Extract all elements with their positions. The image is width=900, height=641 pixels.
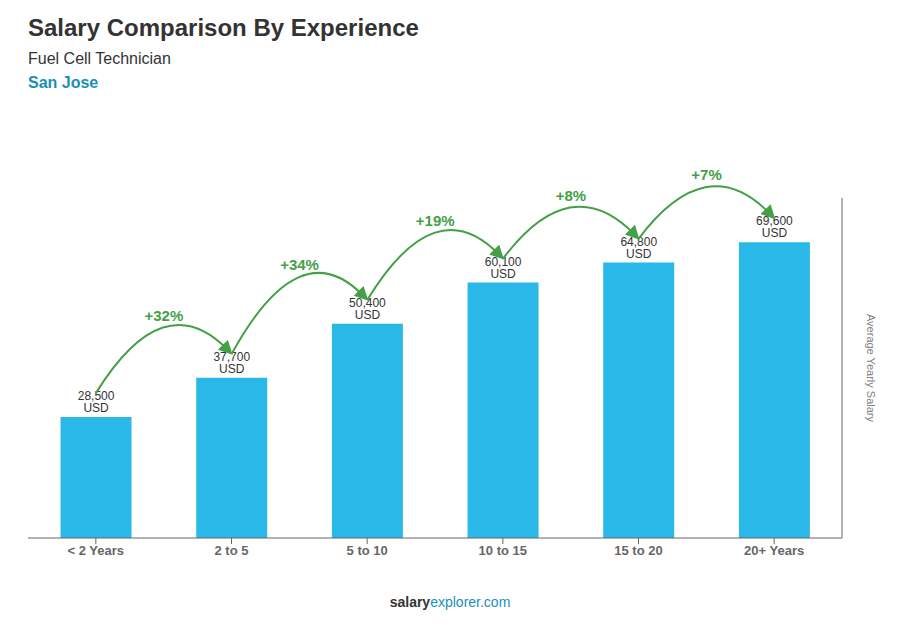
html-text:USD: USD — [490, 266, 516, 281]
html-text:60,100: 60,100 — [484, 254, 522, 269]
svg-text:+8%: +8% — [556, 187, 586, 204]
html-text:salary explorer.com: salary explorer.com — [389, 594, 511, 610]
html-text:USD: USD — [626, 246, 652, 261]
svg-text:+7%: +7% — [691, 166, 721, 183]
svg-text:Average Yearly Salary: Average Yearly Salary — [865, 314, 877, 423]
html-text:Salary Comparison By Experienc: Salary Comparison By Experience — [28, 14, 419, 41]
html-text:USD: USD — [354, 307, 381, 322]
html-text:28,500: 28,500 — [77, 388, 115, 403]
svg-text:2 to 5: 2 to 5 — [215, 543, 249, 558]
svg-text:+19%: +19% — [416, 212, 455, 229]
svg-text:< 2 Years: < 2 Years — [68, 543, 125, 558]
html-text:San Jose: San Jose — [28, 74, 99, 91]
html-text:USD: USD — [219, 361, 245, 376]
svg-text:69,600USD: 69,600USD — [756, 214, 793, 240]
html-text:64,800: 64,800 — [620, 234, 658, 249]
svg-text:20+ Years: 20+ Years — [744, 543, 804, 558]
html-text:37,700: 37,700 — [213, 349, 251, 364]
svg-text:+34%: +34% — [280, 256, 319, 273]
html-text:50,400: 50,400 — [349, 295, 386, 310]
svg-text:10 to 15: 10 to 15 — [479, 543, 527, 558]
svg-text:5 to 10: 5 to 10 — [347, 543, 388, 558]
svg-text:+32%: +32% — [144, 307, 183, 324]
svg-text:15 to 20: 15 to 20 — [614, 543, 662, 558]
html-text:USD: USD — [83, 400, 109, 415]
html-text:Fuel Cell Technician: Fuel Cell Technician — [28, 50, 171, 67]
